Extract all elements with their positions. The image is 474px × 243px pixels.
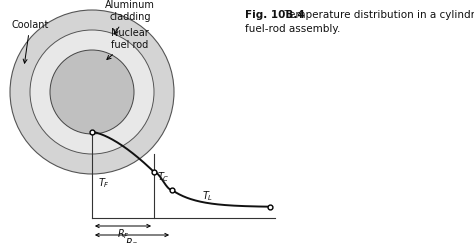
Text: Temperature distribution in a cylindrical: Temperature distribution in a cylindrica… [278, 10, 474, 20]
Circle shape [10, 10, 174, 174]
Text: $T_F$: $T_F$ [98, 176, 110, 190]
Text: Fig. 10B.4: Fig. 10B.4 [245, 10, 305, 20]
Text: Coolant: Coolant [11, 20, 49, 63]
Text: fuel-rod assembly.: fuel-rod assembly. [245, 24, 340, 34]
Circle shape [30, 30, 154, 154]
Text: $T_L$: $T_L$ [202, 189, 213, 203]
Text: $R_C$: $R_C$ [125, 236, 139, 243]
Text: Aluminum
cladding: Aluminum cladding [105, 0, 155, 34]
Circle shape [50, 50, 134, 134]
Text: $T_C$: $T_C$ [157, 170, 170, 184]
Text: $R_F$: $R_F$ [117, 227, 129, 241]
Text: Nuclear
fuel rod: Nuclear fuel rod [107, 28, 149, 60]
